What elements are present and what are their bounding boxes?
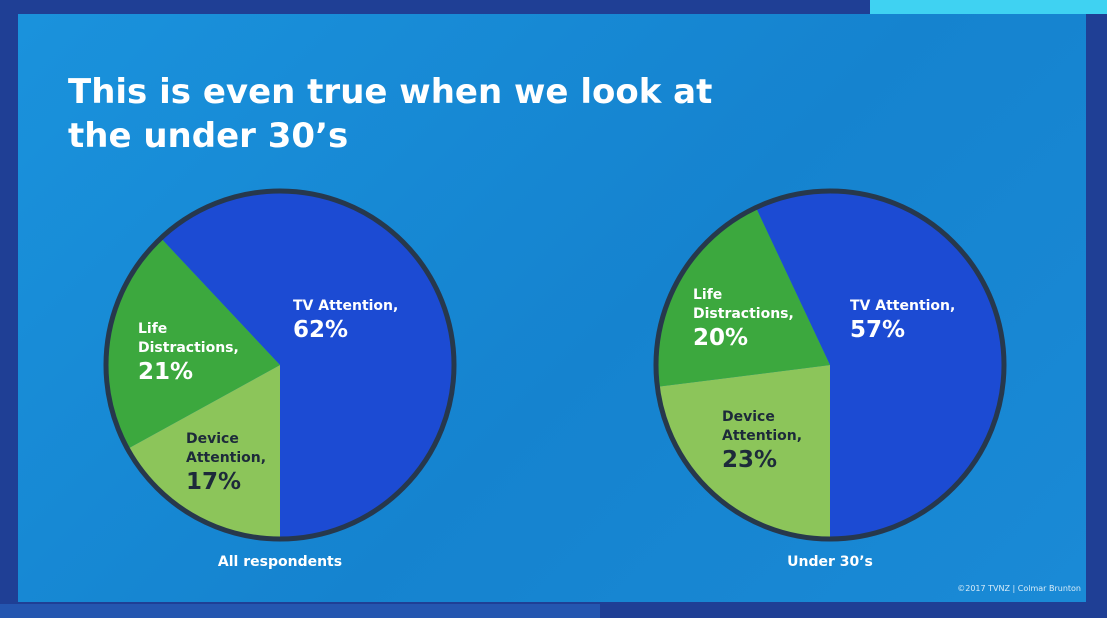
value-label: 57%: [850, 317, 906, 343]
decor-stripe: [0, 604, 600, 618]
category-label: Device Attention,: [186, 431, 267, 466]
wedge-label: TV Attention, 57%: [850, 297, 990, 344]
pie-wedge: [755, 191, 1004, 540]
slide-title: This is even true when we look at the un…: [68, 72, 713, 156]
value-label: 21%: [138, 359, 194, 385]
category-label: TV Attention,: [850, 298, 956, 314]
wedge-label: Device Attention, 23%: [722, 408, 812, 474]
pie-wedge: [105, 238, 280, 449]
pie-wedge: [657, 365, 830, 539]
value-label: 62%: [293, 317, 349, 343]
wedge-label: TV Attention, 62%: [293, 297, 433, 344]
wedge-label: Life Distractions, 21%: [138, 320, 239, 386]
wedge-label: Device Attention, 17%: [186, 430, 276, 496]
pie-rim: [103, 188, 457, 542]
value-label: 20%: [693, 325, 749, 351]
category-label: Life Distractions,: [138, 321, 239, 356]
chart-subtitle: All respondents: [217, 554, 343, 570]
pie-wedge: [160, 190, 455, 539]
category-label: Life Distractions,: [693, 287, 794, 322]
value-label: 23%: [722, 447, 778, 473]
value-label: 17%: [186, 469, 242, 495]
footer: ©2017 TVNZ | Colmar Brunton: [957, 584, 1081, 593]
pie-rim: [653, 188, 1007, 542]
category-label: TV Attention,: [293, 298, 399, 314]
chart-subtitle: Under 30’s: [787, 554, 873, 570]
category-label: Device Attention,: [722, 409, 803, 444]
decor-stripe: [870, 0, 1107, 14]
wedge-label: Life Distractions, 20%: [693, 286, 794, 352]
